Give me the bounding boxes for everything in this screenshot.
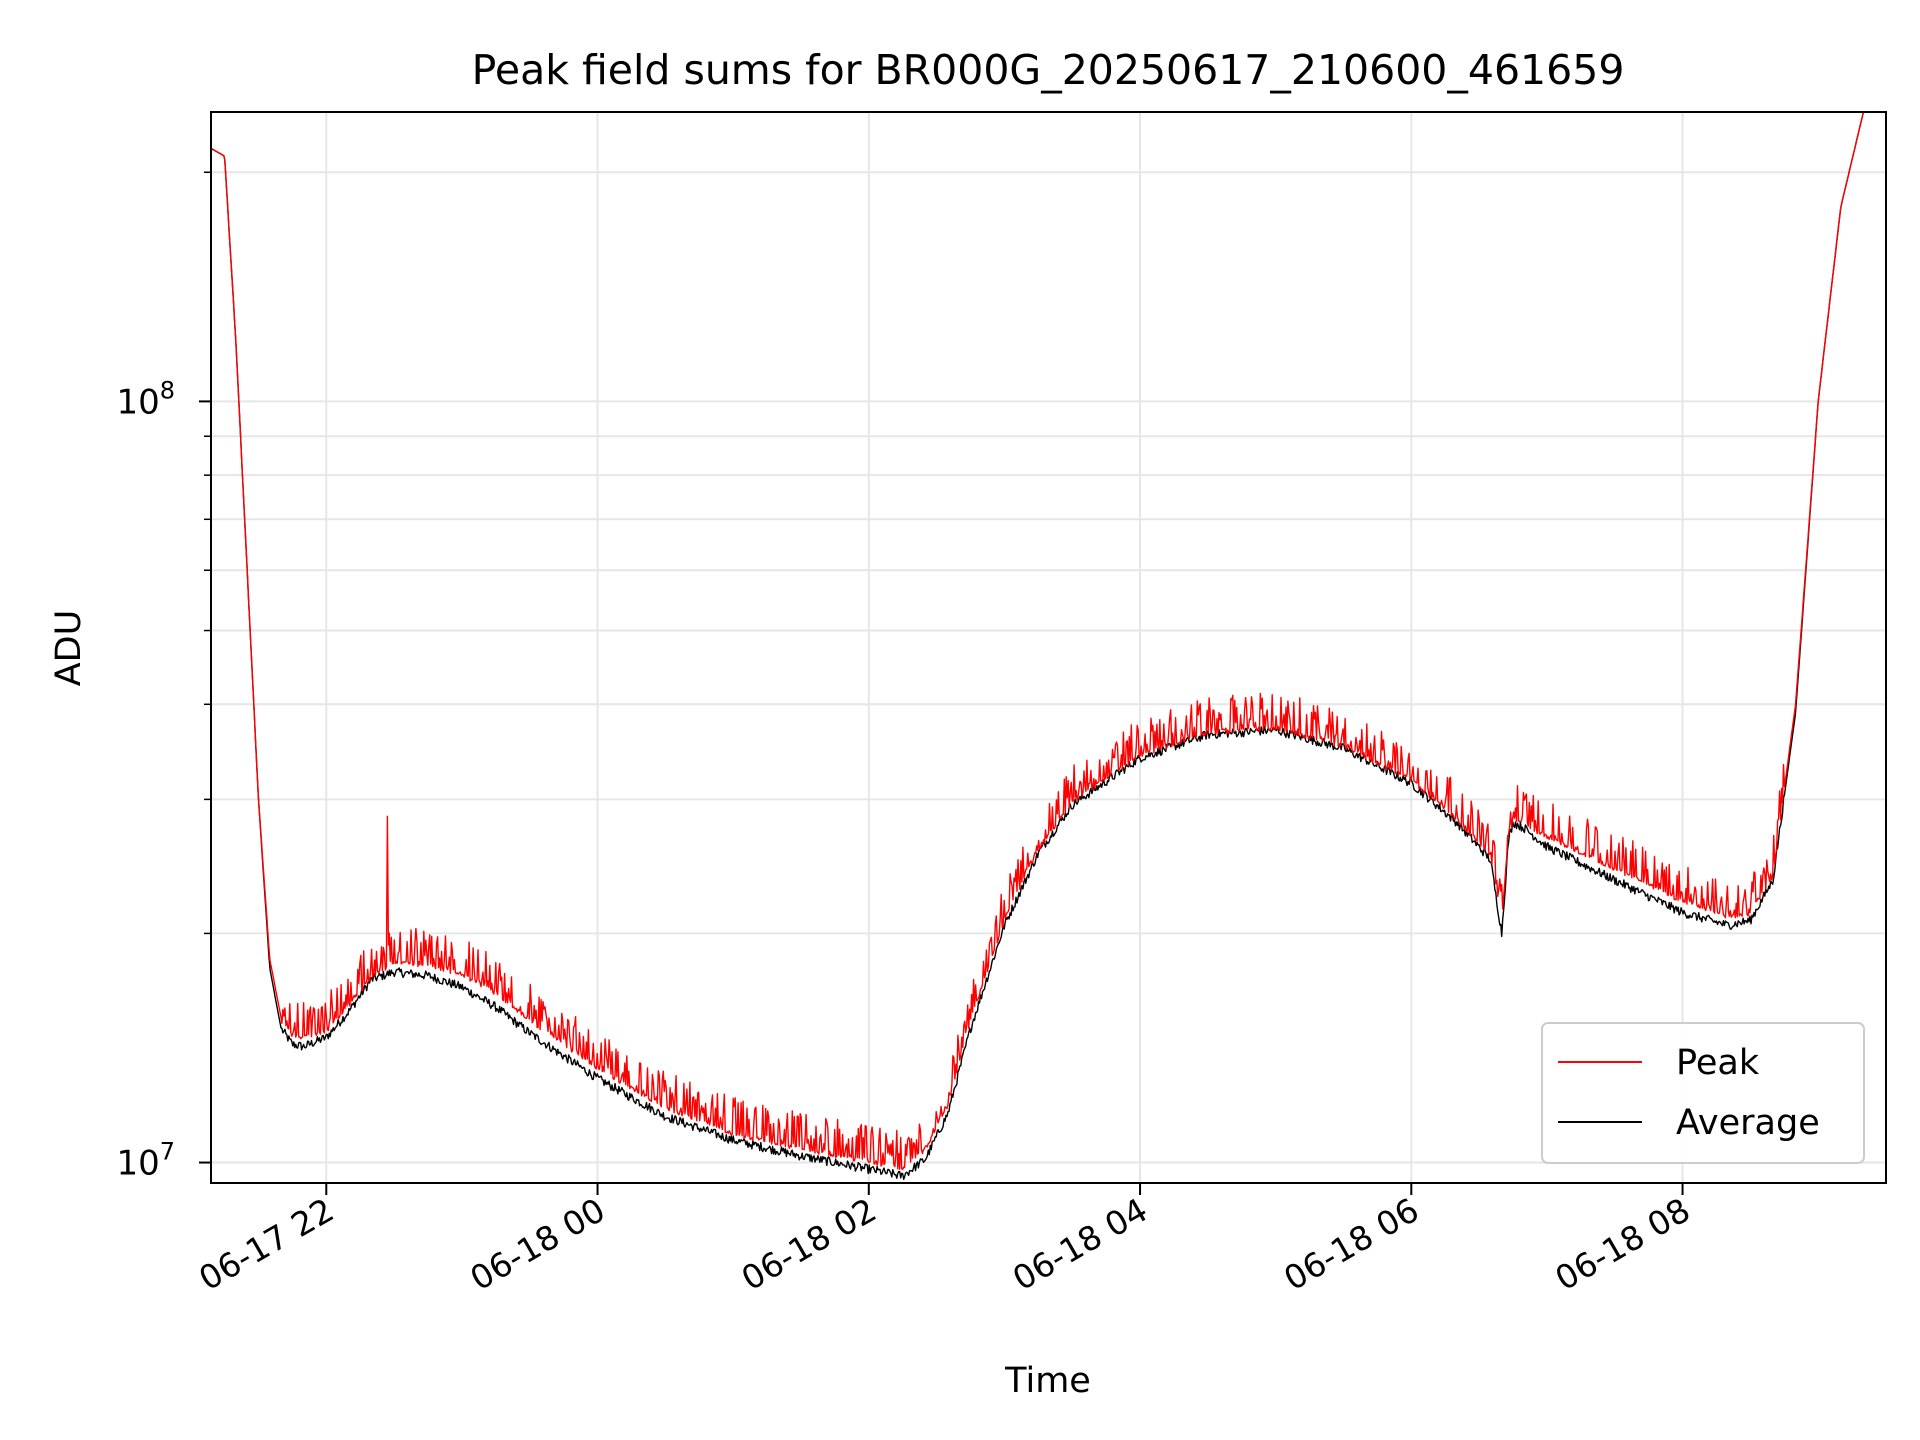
series-line-peak bbox=[211, 112, 1886, 1171]
legend: Peak Average bbox=[1541, 1022, 1865, 1164]
legend-label-average: Average bbox=[1676, 1103, 1820, 1143]
y-tick-label-base: 10 bbox=[116, 1144, 159, 1184]
plot-frame bbox=[210, 111, 1887, 1184]
y-axis-label: ADU bbox=[49, 610, 89, 687]
y-tick-label: 107 bbox=[116, 1138, 175, 1184]
y-tick-label-base: 10 bbox=[116, 382, 159, 422]
chart-title: Peak field sums for BR000G_20250617_2106… bbox=[472, 46, 1625, 94]
y-tick-label-exponent: 7 bbox=[160, 1138, 175, 1166]
y-tick-label-exponent: 8 bbox=[160, 376, 175, 404]
y-tick-label: 108 bbox=[116, 376, 175, 422]
legend-box bbox=[1541, 1022, 1865, 1164]
series-line-average bbox=[211, 112, 1886, 1180]
series-layer bbox=[211, 112, 1886, 1180]
legend-label-peak: Peak bbox=[1676, 1043, 1760, 1083]
x-axis-label: Time bbox=[1004, 1361, 1091, 1401]
